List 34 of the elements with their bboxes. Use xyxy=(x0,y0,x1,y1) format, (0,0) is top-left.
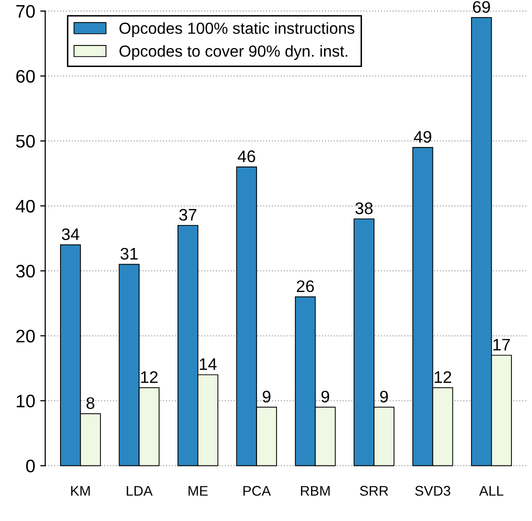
data-label: 12 xyxy=(434,371,452,383)
data-label: 9 xyxy=(321,390,330,403)
x-tick-label: KM xyxy=(71,486,90,496)
y-tick-label: 20 xyxy=(16,330,35,342)
x-tick-label: RBM xyxy=(301,486,330,496)
y-tick-label: 70 xyxy=(16,4,35,18)
data-label: 9 xyxy=(380,390,388,403)
y-tick-label: 60 xyxy=(16,70,35,83)
y-tick-label: 30 xyxy=(16,264,35,278)
data-label: 37 xyxy=(179,208,196,221)
x-tick-label: ALL xyxy=(479,486,504,496)
data-label: 49 xyxy=(414,130,432,143)
data-label: 14 xyxy=(200,358,217,370)
data-label: 46 xyxy=(238,150,256,162)
y-tick-label: 10 xyxy=(16,394,35,408)
data-label: 9 xyxy=(262,390,270,403)
y-tick-label: 50 xyxy=(16,134,35,148)
legend-label: Opcodes 100% static instructions xyxy=(120,22,354,38)
x-tick-label: PCA xyxy=(243,486,271,496)
x-tick-label: ME xyxy=(188,486,208,496)
data-label: 26 xyxy=(296,280,314,292)
x-tick-label: LDA xyxy=(126,486,153,496)
data-label: 31 xyxy=(120,248,138,260)
data-label: 8 xyxy=(86,397,94,410)
y-tick-label: 40 xyxy=(16,200,35,213)
x-tick-label: SRR xyxy=(360,486,388,496)
data-label: 34 xyxy=(62,228,80,240)
x-tick-label: SVD3 xyxy=(415,486,450,496)
y-tick-label: 0 xyxy=(26,460,35,472)
data-label: 17 xyxy=(493,338,510,350)
data-label: 38 xyxy=(355,202,373,214)
legend-label: Opcodes to cover 90% dyn. inst. xyxy=(120,45,348,60)
data-label: 12 xyxy=(141,371,158,383)
data-label: 69 xyxy=(473,1,490,13)
